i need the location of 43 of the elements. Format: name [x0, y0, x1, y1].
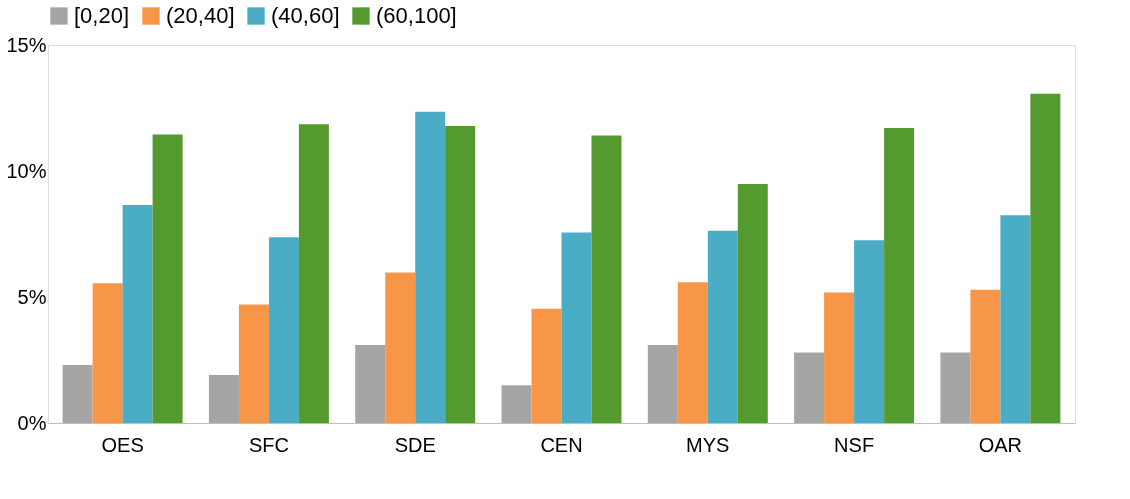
legend-label: (20,40]: [166, 3, 235, 28]
legend-label: (40,60]: [271, 3, 340, 28]
bar: [122, 205, 153, 423]
bar: [561, 232, 592, 423]
bar: [707, 230, 738, 423]
x-tick-label: SDE: [394, 433, 436, 456]
bar: [531, 308, 562, 423]
bar: [884, 127, 915, 423]
bar: [677, 282, 708, 423]
x-tick-label: CEN: [540, 433, 583, 456]
bar: [355, 344, 386, 423]
bar: [238, 304, 269, 423]
legend-label: (60,100]: [376, 3, 457, 28]
bar: [152, 134, 183, 423]
bar: [794, 352, 825, 423]
bar: [501, 385, 532, 423]
bar: [268, 237, 299, 423]
bar: [62, 365, 93, 423]
x-tick-label: NSF: [834, 433, 875, 456]
x-tick-label: MYS: [686, 433, 730, 456]
bar: [737, 184, 768, 423]
legend-label: [0,20]: [74, 3, 130, 28]
bar: [92, 283, 123, 423]
bar: [298, 124, 329, 423]
y-tick-label: 10%: [6, 159, 47, 182]
bar: [415, 111, 446, 423]
x-tick-label: SFC: [248, 433, 289, 456]
bar: [647, 344, 678, 423]
y-tick-label: 5%: [17, 285, 47, 308]
bar: [385, 272, 416, 423]
bar: [445, 125, 476, 423]
bar: [591, 135, 622, 423]
bar: [970, 289, 1001, 423]
bar: [854, 240, 885, 423]
y-tick-label: 0%: [17, 411, 47, 434]
bar: [208, 375, 239, 423]
bar: [1000, 215, 1031, 423]
y-tick-label: 15%: [6, 33, 47, 56]
bar: [940, 352, 971, 423]
bar: [1030, 93, 1061, 423]
bar: [824, 292, 855, 423]
x-tick-label: OES: [101, 433, 144, 456]
x-tick-label: OAR: [978, 433, 1023, 456]
